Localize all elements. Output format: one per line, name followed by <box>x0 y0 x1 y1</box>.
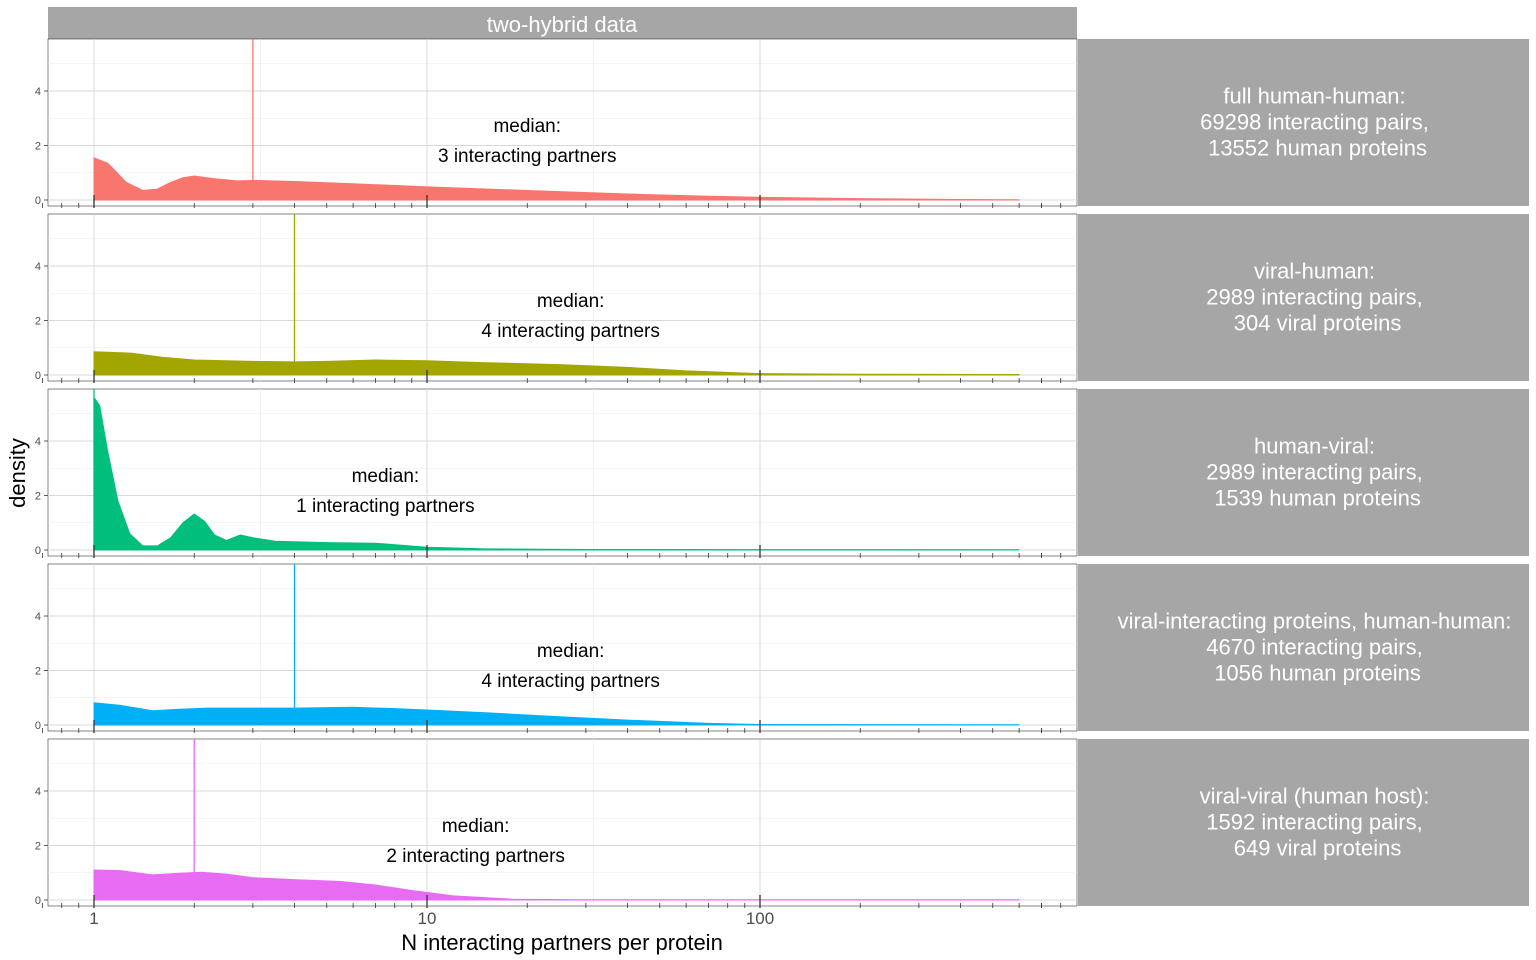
x-tick-label: 10 <box>418 909 437 928</box>
y-axis-title: density <box>5 438 30 508</box>
facet-strip <box>1078 39 1529 206</box>
facet-strip-label: 2989 interacting pairs, <box>1206 460 1422 485</box>
median-annotation-value: 2 interacting partners <box>386 846 565 867</box>
facet-strip-label: 649 viral proteins <box>1228 836 1402 861</box>
panel-1: 0 2 4 median: 3 interacting partners full hum… <box>35 38 1529 208</box>
facet-strip-label: 1539 human proteins <box>1208 486 1421 511</box>
y-tick-label: 0 <box>35 195 41 207</box>
y-tick-label: 2 <box>35 141 41 153</box>
y-tick-label: 4 <box>35 261 41 273</box>
facet-strip-label: 1056 human proteins <box>1208 661 1421 686</box>
facet-strip <box>1078 739 1529 906</box>
facet-strip <box>1078 214 1529 381</box>
median-annotation-label: median: <box>537 291 605 312</box>
y-tick-label: 4 <box>35 86 41 98</box>
panel-2: 0 2 4 median: 4 interacting partners viral-hu… <box>35 213 1529 383</box>
panels: 0 2 4 median: 3 interacting partners full hum… <box>35 38 1529 908</box>
panel-background <box>47 563 1078 732</box>
facet-strip <box>1078 564 1529 731</box>
median-annotation-value: 4 interacting partners <box>481 321 660 342</box>
facet-strip <box>1078 389 1529 556</box>
density-area <box>93 351 1020 376</box>
y-tick-label: 0 <box>35 370 41 382</box>
facet-strip-label: viral-viral (human host): <box>1200 784 1430 809</box>
facet-strip-label: human-viral: <box>1254 434 1375 459</box>
median-annotation-label: median: <box>493 116 561 137</box>
y-tick-label: 0 <box>35 895 41 907</box>
panel-4: 0 2 4 median: 4 interacting partners viral-in… <box>35 563 1529 733</box>
chart-title: two-hybrid data <box>487 12 638 37</box>
y-tick-label: 2 <box>35 666 41 678</box>
y-tick-label: 4 <box>35 611 41 623</box>
facet-strip-label: viral-interacting proteins, human-human: <box>1118 609 1512 634</box>
median-annotation-value: 4 interacting partners <box>481 671 660 692</box>
y-tick-label: 0 <box>35 720 41 732</box>
x-tick-label: 1 <box>89 909 98 928</box>
density-area <box>93 396 1020 551</box>
y-tick-label: 4 <box>35 436 41 448</box>
y-tick-label: 0 <box>35 545 41 557</box>
median-annotation-value: 3 interacting partners <box>438 146 617 167</box>
facet-strip-label: 2989 interacting pairs, <box>1206 285 1422 310</box>
density-area <box>93 869 1020 901</box>
median-annotation-label: median: <box>442 816 510 837</box>
panel-5: 0 2 4 median: 2 interacting partners viral-vi… <box>35 738 1529 908</box>
median-annotation-value: 1 interacting partners <box>296 496 475 517</box>
panel-background <box>47 38 1078 207</box>
x-axis-title: N interacting partners per protein <box>401 930 723 955</box>
density-area <box>93 702 1020 726</box>
panel-background <box>47 213 1078 382</box>
density-area <box>93 157 1020 201</box>
panel-3: 0 2 4 median: 1 interacting partners human-vi… <box>35 388 1529 558</box>
facet-strip-label: 304 viral proteins <box>1228 311 1402 336</box>
facet-strip-label: 4670 interacting pairs, <box>1206 635 1422 660</box>
facet-strip-label: 1592 interacting pairs, <box>1206 810 1422 835</box>
y-tick-label: 2 <box>35 841 41 853</box>
x-axis: 1 10 100 <box>89 909 774 928</box>
y-tick-label: 4 <box>35 786 41 798</box>
median-annotation-label: median: <box>537 641 605 662</box>
median-annotation-label: median: <box>352 466 420 487</box>
y-tick-label: 2 <box>35 316 41 328</box>
y-tick-label: 2 <box>35 491 41 503</box>
title-strip <box>48 7 1077 39</box>
facet-strip-label: viral-human: <box>1254 259 1375 284</box>
panel-background <box>47 388 1078 557</box>
facet-strip-label: 69298 interacting pairs, <box>1200 110 1429 135</box>
facet-strip-label: 13552 human proteins <box>1202 136 1427 161</box>
x-tick-label: 100 <box>746 909 774 928</box>
facet-strip-label: full human-human: <box>1223 84 1405 109</box>
